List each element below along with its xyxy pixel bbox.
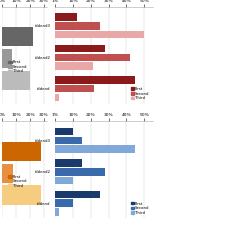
Bar (55, 54, 130, 61)
Bar (55, 128, 73, 135)
Bar (55, 177, 73, 184)
Bar (2, 164, 13, 183)
Legend: First, Second, Third: First, Second, Third (129, 200, 151, 216)
Legend: First, Second, Third: First, Second, Third (7, 59, 29, 75)
Bar (2, 27, 33, 46)
Bar (55, 145, 135, 153)
Bar (55, 191, 100, 198)
Bar (55, 14, 76, 21)
Bar (2, 71, 30, 90)
Bar (55, 76, 135, 84)
Bar (55, 94, 59, 101)
Bar (55, 199, 73, 207)
Bar (2, 185, 41, 205)
Bar (55, 31, 144, 38)
Bar (2, 142, 41, 161)
Bar (55, 45, 105, 52)
Bar (55, 159, 82, 167)
Bar (55, 137, 82, 144)
Bar (55, 22, 100, 30)
Legend: First, Second, Third: First, Second, Third (7, 173, 29, 189)
Bar (55, 62, 92, 70)
Bar (2, 49, 12, 68)
Legend: First, Second, Third: First, Second, Third (129, 86, 151, 102)
Bar (55, 85, 94, 92)
Bar (55, 168, 105, 176)
Bar (55, 208, 59, 216)
